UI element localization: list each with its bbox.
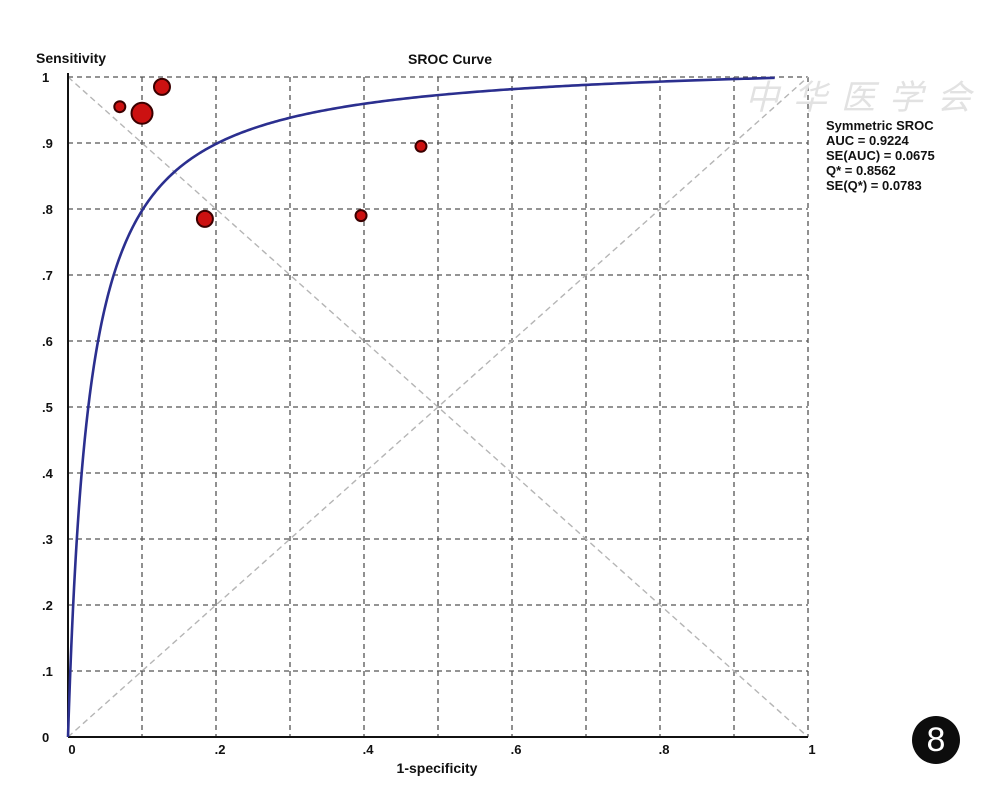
tick-labels: 0 .2 .4 .6 .8 1 0 .1 .2 .3 .4 .5 .6 .7 .8 .9 1 [42,70,816,757]
x-tick-label: .4 [363,742,375,757]
y-tick-label: .2 [42,598,53,613]
y-tick-label: .1 [42,664,53,679]
y-tick-label: .3 [42,532,53,547]
study-point [130,101,154,125]
sroc-curve [66,76,775,738]
stats-se-auc: SE(AUC) = 0.0675 [826,148,935,163]
study-point [113,100,127,114]
sroc-stats-annotation: Symmetric SROC AUC = 0.9224 SE(AUC) = 0.… [826,118,935,193]
y-tick-label: .9 [42,136,53,151]
study-point [414,139,428,153]
x-tick-label: .8 [659,742,670,757]
y-tick-label: .8 [42,202,53,217]
x-tick-label: 0 [68,742,75,757]
x-tick-label: .2 [215,742,226,757]
reference-lines [67,76,809,738]
study-point [152,77,171,96]
y-tick-label: 1 [42,70,49,85]
watermark-text: 中华医学会 [745,78,985,118]
axes [67,73,808,738]
x-tick-label: 1 [808,742,815,757]
stats-se-q-star: SE(Q*) = 0.0783 [826,178,922,193]
y-axis-label: Sensitivity [36,50,106,66]
panel-label-badge: 8 [912,716,960,764]
y-tick-label: .7 [42,268,53,283]
stats-title: Symmetric SROC [826,118,934,133]
stats-q-star: Q* = 0.8562 [826,163,896,178]
study-point [354,209,368,223]
y-tick-label: .5 [42,400,53,415]
chart-title: SROC Curve [408,51,492,67]
y-tick-label: .6 [42,334,53,349]
x-tick-label: .6 [511,742,522,757]
study-points [113,77,428,228]
y-tick-label: .4 [42,466,54,481]
grid-lines [68,76,809,737]
x-axis-label: 1-specificity [397,760,478,776]
y-tick-label: 0 [42,730,49,745]
reference-line-anti-diagonal [67,76,809,738]
study-point [195,209,214,228]
stats-auc: AUC = 0.9224 [826,133,909,148]
